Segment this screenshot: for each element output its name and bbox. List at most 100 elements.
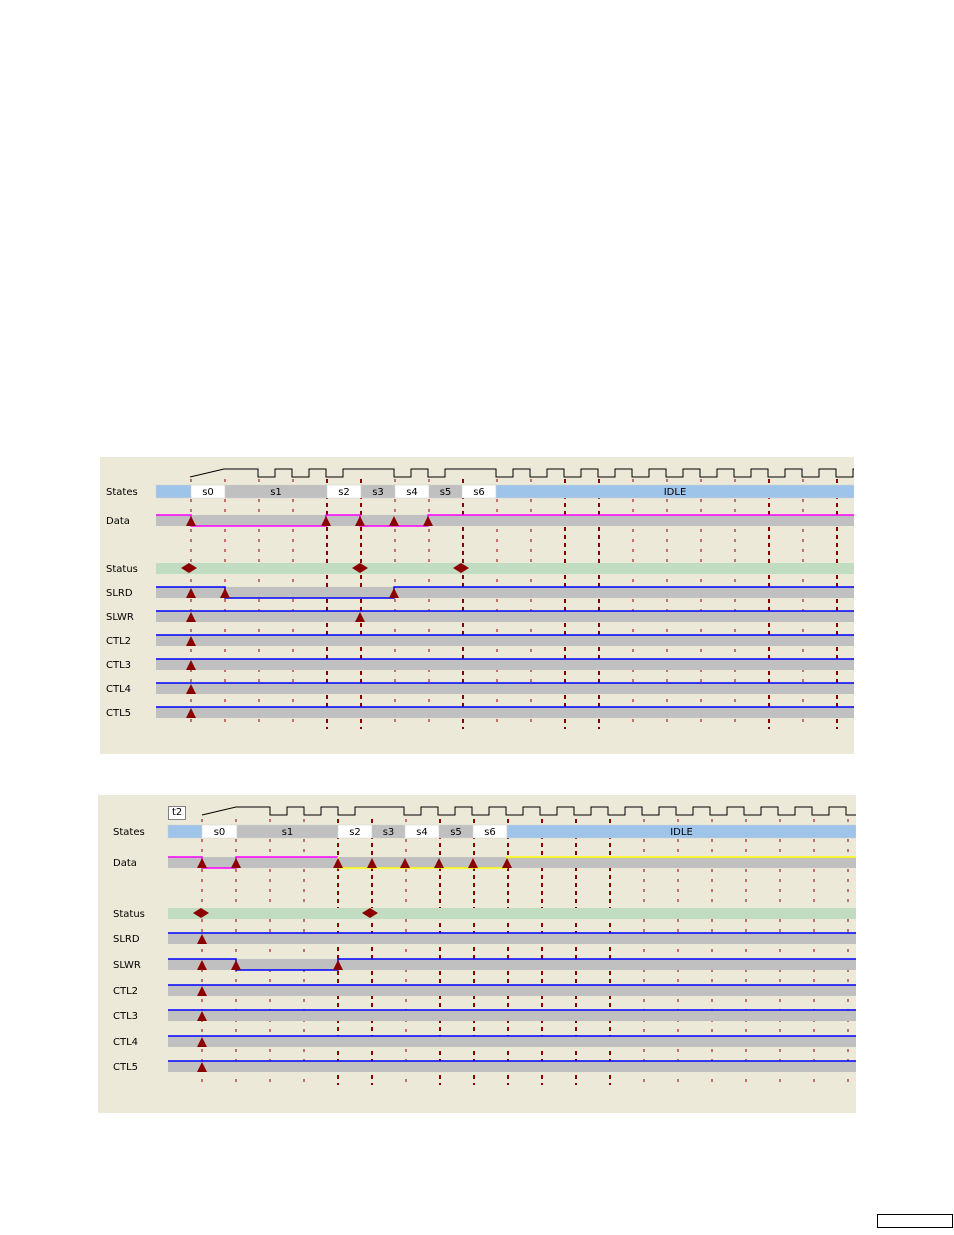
- signal-bar: [156, 563, 854, 574]
- triangle-marker-icon: [321, 516, 331, 526]
- diamond-marker-icon: [352, 563, 368, 573]
- state-label-idle: IDLE: [664, 487, 687, 498]
- signal-bar: [156, 611, 854, 622]
- signal-label-status: Status: [113, 909, 145, 920]
- signal-label-slwr: SLWR: [113, 960, 141, 971]
- signal-label-ctl4: CTL4: [113, 1037, 138, 1048]
- clock-waveform: [201, 806, 856, 816]
- signal-bar: [168, 1061, 856, 1072]
- signal-bar: [156, 587, 854, 598]
- data-signal-line: [168, 856, 338, 869]
- signal-label-ctl2: CTL2: [113, 986, 138, 997]
- timing-diagram-write-canvas: States Data Status SLRD SLWR CTL2 CTL3 CTL4 CTL5…: [113, 806, 856, 1085]
- signal-label-status: Status: [106, 564, 138, 575]
- state-label-s3: s3: [383, 827, 395, 838]
- diamond-marker-icon: [193, 908, 209, 918]
- signal-bar: [168, 985, 856, 996]
- triangle-marker-icon: [231, 858, 241, 868]
- triangle-marker-icon: [186, 708, 196, 718]
- signal-bar: [168, 1036, 856, 1047]
- triangle-marker-icon: [389, 588, 399, 598]
- triangle-marker-icon: [197, 858, 207, 868]
- signal-bar: [156, 707, 854, 718]
- state-label-s6: s6: [484, 827, 496, 838]
- state-label-s5: s5: [440, 487, 452, 498]
- triangle-marker-icon: [355, 516, 365, 526]
- state-label-s0: s0: [214, 827, 226, 838]
- signal-label-ctl5: CTL5: [106, 708, 131, 719]
- state-cell: [495, 484, 854, 499]
- triangle-marker-icon: [333, 960, 343, 970]
- triangle-marker-icon: [434, 858, 444, 868]
- state-label-s3: s3: [372, 487, 384, 498]
- slwr-signal-line: [168, 958, 856, 971]
- slrd-signal-line: [156, 586, 854, 599]
- diamond-marker-icon: [453, 563, 469, 573]
- signal-label-states: States: [106, 487, 138, 498]
- triangle-marker-icon: [186, 588, 196, 598]
- signal-label-ctl4: CTL4: [106, 684, 131, 695]
- signal-bar: [168, 1010, 856, 1021]
- page-number-box: [877, 1214, 953, 1228]
- triangle-marker-icon: [197, 1037, 207, 1047]
- timing-diagram-write: States Data Status SLRD SLWR CTL2 CTL3 CTL4 CTL5…: [98, 795, 856, 1113]
- signal-bar: [156, 635, 854, 646]
- triangle-marker-icon: [502, 858, 512, 868]
- triangle-marker-icon: [400, 858, 410, 868]
- state-label-s2: s2: [338, 487, 350, 498]
- diagram-tag: t2: [168, 806, 187, 820]
- state-cell: [506, 824, 856, 839]
- triangle-marker-icon: [355, 612, 365, 622]
- triangle-marker-icon: [333, 858, 343, 868]
- signal-label-data: Data: [106, 516, 130, 527]
- triangle-marker-icon: [367, 858, 377, 868]
- signal-label-data: Data: [113, 858, 137, 869]
- state-label-s4: s4: [406, 487, 418, 498]
- triangle-marker-icon: [197, 986, 207, 996]
- signal-bar: [168, 933, 856, 944]
- signal-bar: [168, 857, 856, 868]
- signal-label-slrd: SLRD: [106, 588, 133, 599]
- signal-label-ctl2: CTL2: [106, 636, 131, 647]
- signal-label-states: States: [113, 827, 145, 838]
- signal-label-ctl3: CTL3: [106, 660, 131, 671]
- timing-diagram-read: States Data Status SLRD SLWR CTL2 CTL3 CTL4 CTL5…: [100, 457, 854, 754]
- triangle-marker-icon: [186, 612, 196, 622]
- triangle-marker-icon: [186, 660, 196, 670]
- signal-label-ctl5: CTL5: [113, 1062, 138, 1073]
- state-label-s6: s6: [473, 487, 485, 498]
- diamond-marker-icon: [181, 563, 197, 573]
- state-label-s5: s5: [450, 827, 462, 838]
- state-label-s1: s1: [282, 827, 294, 838]
- triangle-marker-icon: [186, 684, 196, 694]
- triangle-marker-icon: [186, 516, 196, 526]
- triangle-marker-icon: [389, 516, 399, 526]
- triangle-marker-icon: [197, 1062, 207, 1072]
- triangle-marker-icon: [186, 636, 196, 646]
- signal-label-slrd: SLRD: [113, 934, 140, 945]
- signal-label-slwr: SLWR: [106, 612, 134, 623]
- triangle-marker-icon: [231, 960, 241, 970]
- triangle-marker-icon: [197, 934, 207, 944]
- state-label-idle: IDLE: [670, 827, 693, 838]
- signal-label-ctl3: CTL3: [113, 1011, 138, 1022]
- triangle-marker-icon: [197, 1011, 207, 1021]
- triangle-marker-icon: [423, 516, 433, 526]
- timing-diagram-read-canvas: States Data Status SLRD SLWR CTL2 CTL3 CTL4 CTL5…: [106, 468, 854, 729]
- triangle-marker-icon: [468, 858, 478, 868]
- signal-bar: [168, 959, 856, 970]
- signal-bar: [156, 659, 854, 670]
- triangle-marker-icon: [220, 588, 230, 598]
- state-label-s1: s1: [270, 487, 282, 498]
- triangle-marker-icon: [197, 960, 207, 970]
- clock-waveform: [189, 468, 854, 478]
- signal-bar: [156, 683, 854, 694]
- state-label-s4: s4: [416, 827, 428, 838]
- state-cell: [155, 484, 192, 499]
- state-label-s2: s2: [349, 827, 361, 838]
- state-cell: [167, 824, 203, 839]
- state-label-s0: s0: [202, 487, 214, 498]
- diamond-marker-icon: [362, 908, 378, 918]
- signal-bar: [168, 908, 856, 919]
- signal-bar: [156, 515, 854, 526]
